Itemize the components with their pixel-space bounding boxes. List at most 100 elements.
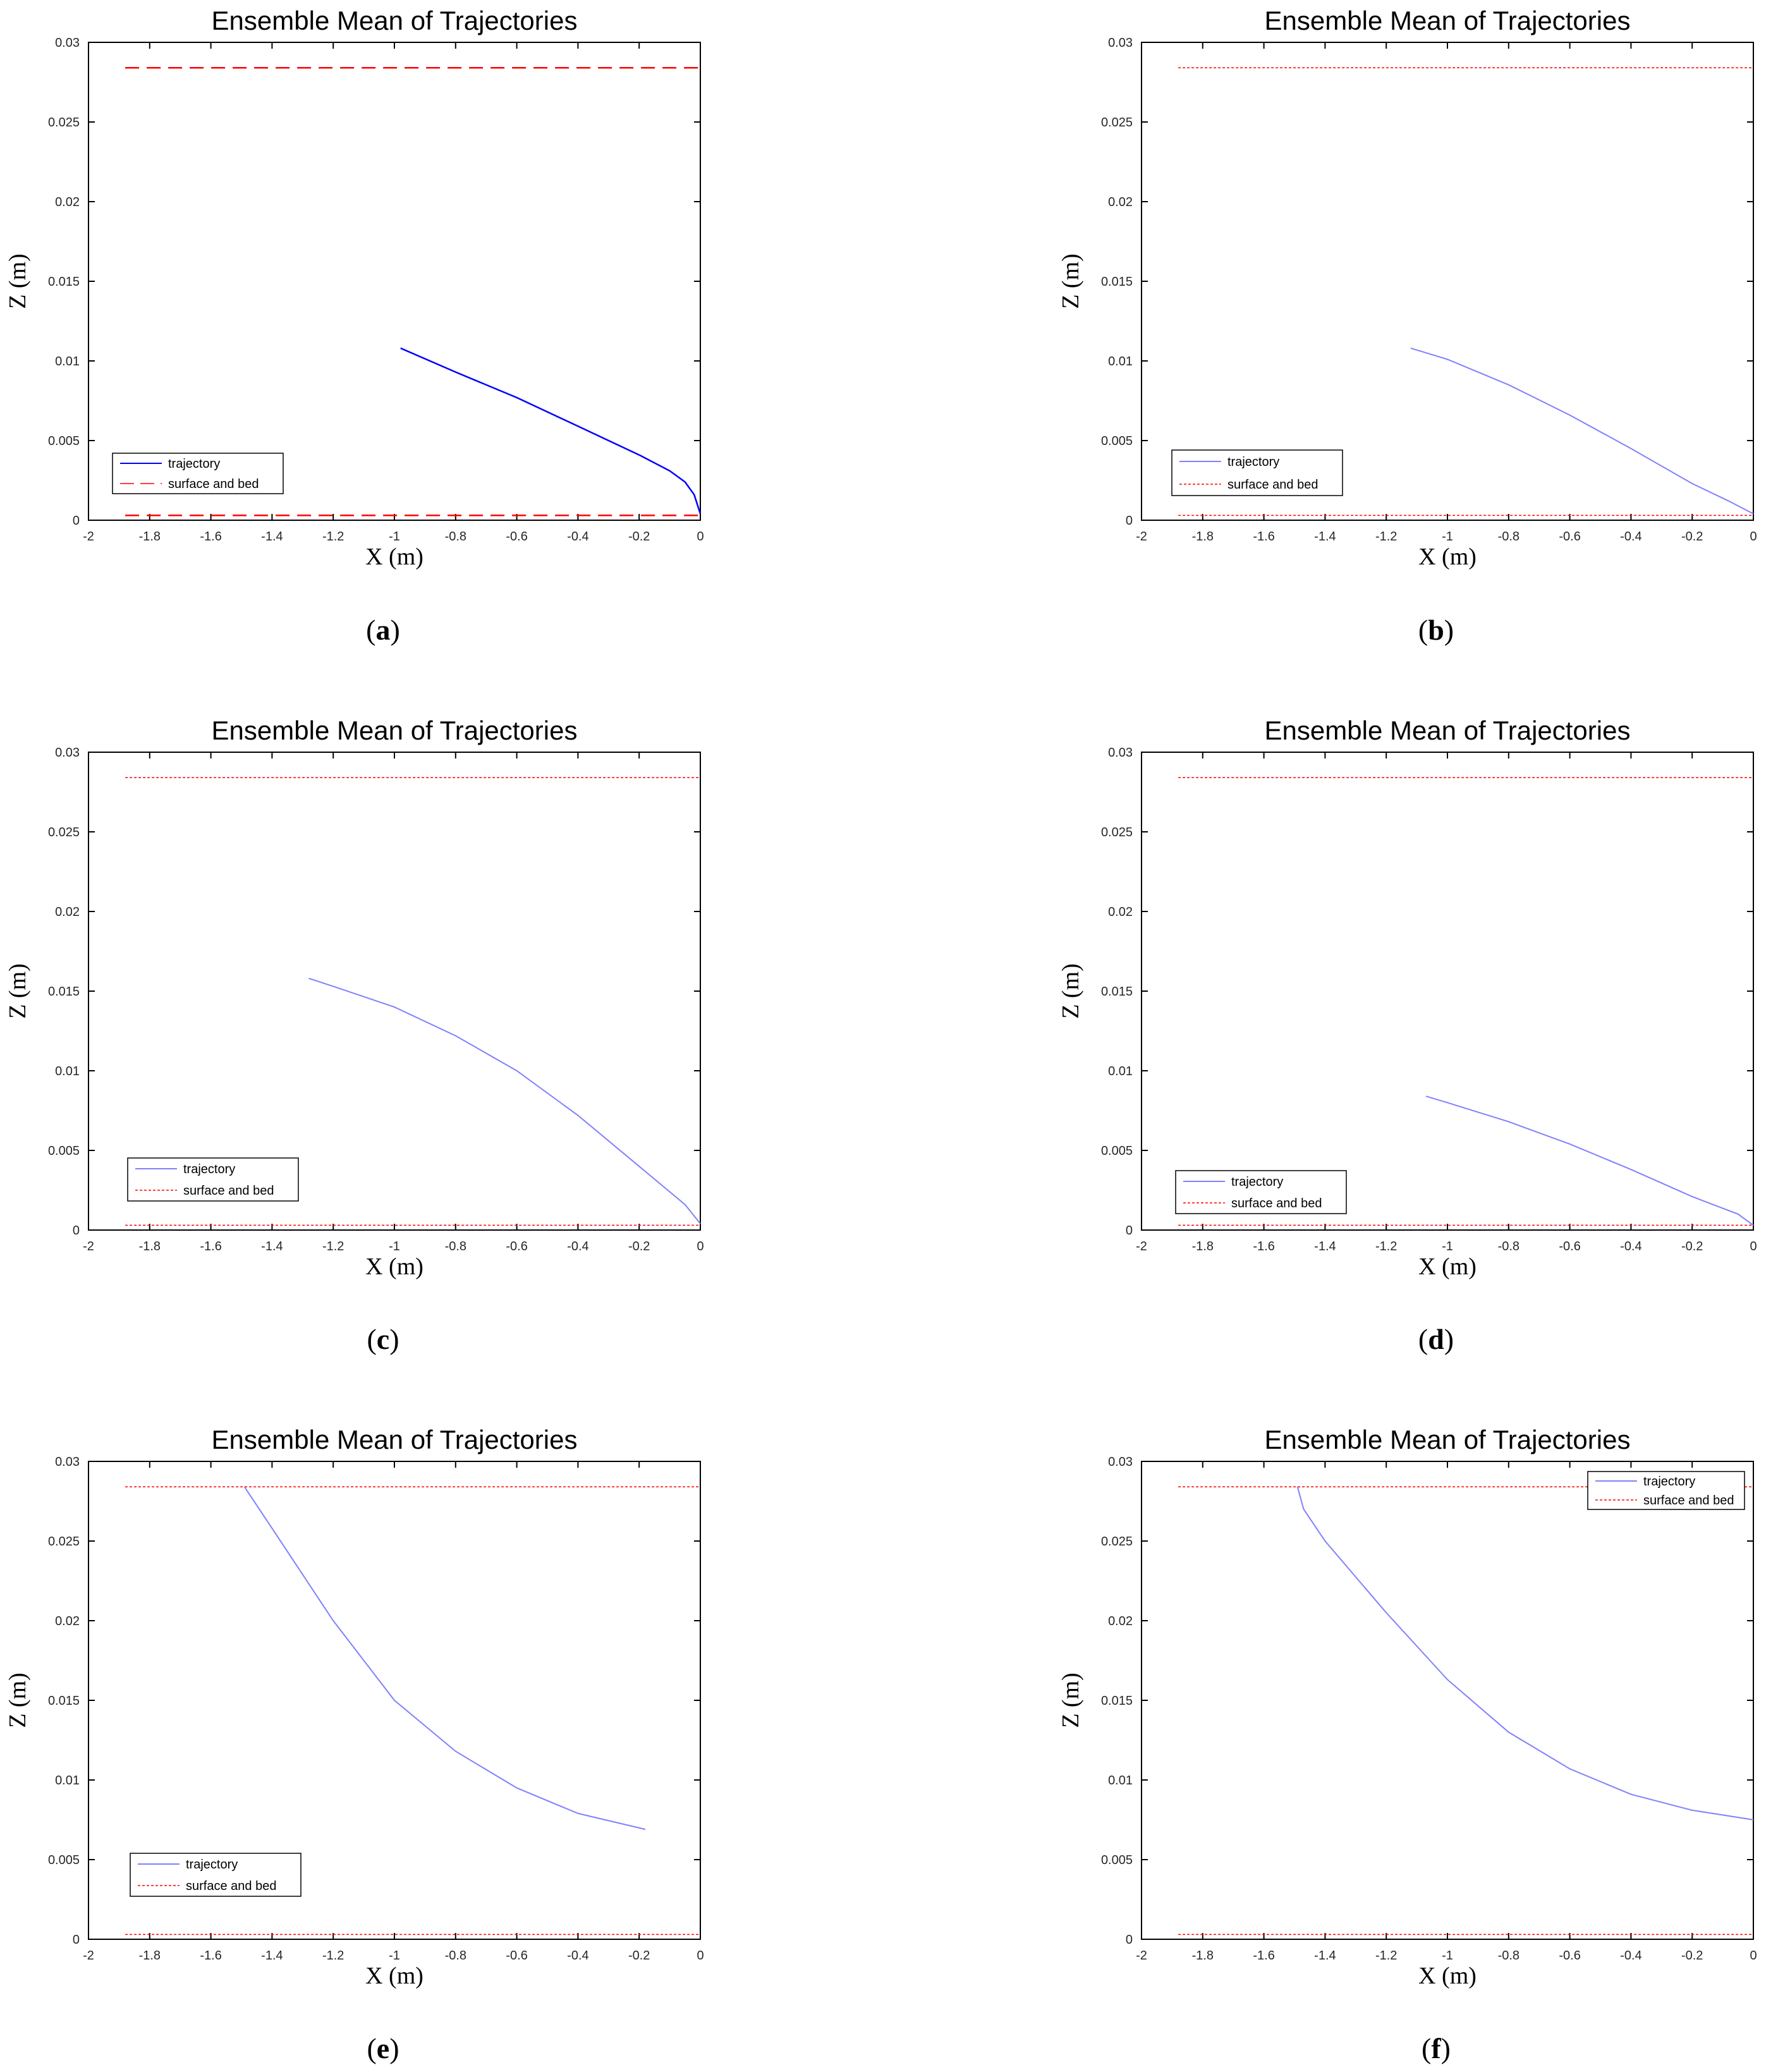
y-tick-label: 0.005 [48,1853,80,1867]
x-tick-label: -0.2 [1681,1240,1703,1253]
x-tick-label: -2 [1136,1949,1147,1963]
x-tick-label: -0.8 [1498,1949,1519,1963]
panel-label: (a) [366,614,400,646]
x-tick-label: -1.2 [1375,1949,1397,1963]
y-axis-label: Z (m) [1057,963,1084,1019]
x-tick-label: -1 [389,530,400,544]
x-tick-label: -0.4 [1620,1240,1641,1253]
plot-area-frame [1141,42,1754,521]
x-tick-label: -1 [389,1240,400,1253]
y-tick-label: 0.015 [48,275,80,289]
y-tick-label: 0.005 [1101,1853,1133,1867]
legend-entry: trajectory [1231,1175,1283,1189]
trajectory-line [400,347,702,515]
y-tick-label: 0.01 [55,355,80,369]
x-tick-label: -0.6 [506,1240,527,1253]
chart-panel-e: Ensemble Mean of Trajectories -2 -1.8 -1.6 -… [4,1425,704,1989]
panel-label: (e) [367,2032,399,2064]
y-tick-label: 0.025 [48,1535,80,1549]
trajectory-line [1410,347,1754,515]
x-tick-label: -1.2 [1375,1240,1397,1253]
y-tick-label: 0.02 [55,1614,80,1628]
y-tick-label: 0.005 [1101,1144,1133,1158]
x-tick-label: -0.4 [567,1949,588,1963]
x-tick-label: -1.2 [322,1240,344,1253]
x-tick-label: -1.4 [261,1949,283,1963]
y-tick-label: 0.03 [55,1455,80,1469]
legend: trajectory surface and bed [1171,449,1343,496]
legend-entry: surface and bed [1643,1494,1734,1508]
y-tick-label: 0 [73,1933,80,1947]
legend-entry: trajectory [1643,1475,1695,1489]
x-axis-label: X (m) [365,1963,423,1989]
x-tick-label: 0 [1750,1240,1757,1253]
x-tick-label: -0.2 [628,1949,650,1963]
x-tick-label: -0.8 [445,530,466,544]
x-tick-label: -1.6 [200,1240,221,1253]
panel-label: (b) [1418,614,1454,646]
panel-label: (f) [1422,2032,1451,2064]
x-tick-label: -0.8 [1498,1240,1519,1253]
chart-title: Ensemble Mean of Trajectories [212,1425,578,1454]
x-tick-label: -0.2 [1681,530,1703,544]
x-tick-label: 0 [697,1240,703,1253]
x-tick-label: -0.4 [1620,1949,1641,1963]
legend-entry: trajectory [1227,455,1279,469]
x-tick-label: -2 [83,1240,94,1253]
plot-area-frame [88,42,701,521]
x-tick-label: -2 [1136,1240,1147,1253]
x-axis-label: X (m) [1418,1963,1477,1989]
legend: trajectory surface and bed [1587,1471,1745,1510]
trajectory-line [1425,1095,1754,1226]
chart-panel-b: Ensemble Mean of Trajectories -2 -1.8 -1.6 -… [1057,6,1757,570]
legend: trajectory surface and bed [127,1157,299,1202]
x-tick-label: -1.8 [1192,530,1214,544]
x-tick-label: -0.6 [506,1949,527,1963]
plot-area-frame [1141,1461,1754,1940]
x-tick-label: -1.2 [322,1949,344,1963]
legend-entry: surface and bed [186,1879,276,1893]
legend-entry: surface and bed [168,477,259,491]
x-tick-label: -0.6 [1559,1949,1580,1963]
x-tick-label: -0.2 [628,1240,650,1253]
x-tick-label: -1.8 [1192,1240,1214,1253]
legend-entry: trajectory [183,1162,235,1176]
legend-box [1171,449,1343,496]
x-tick-label: -0.8 [445,1240,466,1253]
x-tick-label: -1.4 [261,1240,283,1253]
x-tick-label: -1.6 [200,1949,221,1963]
chart-title: Ensemble Mean of Trajectories [212,716,578,745]
x-tick-label: -0.6 [1559,530,1580,544]
y-tick-label: 0.02 [55,905,80,919]
y-axis-label: Z (m) [4,963,31,1019]
legend-entry: trajectory [168,457,220,471]
y-tick-label: 0.025 [1101,826,1133,839]
legend-box [112,453,284,494]
legend-entry: surface and bed [1227,478,1318,492]
y-tick-label: 0 [1126,1933,1133,1947]
x-tick-label: 0 [1750,1949,1757,1963]
y-tick-label: 0.01 [1108,1064,1133,1078]
y-axis-label: Z (m) [4,253,31,309]
x-tick-label: -1.8 [139,1949,161,1963]
legend: trajectory surface and bed [130,1853,301,1897]
y-tick-label: 0.02 [55,195,80,209]
y-tick-label: 0.03 [1108,1455,1133,1469]
y-tick-label: 0 [1126,1224,1133,1238]
x-tick-label: -2 [1136,530,1147,544]
y-tick-label: 0.025 [1101,1535,1133,1549]
trajectory-line [1296,1487,1754,1820]
y-tick-label: 0.005 [1101,434,1133,448]
chart-panel-a: Ensemble Mean of Trajectories -2 -1.8 -1.6 -… [4,6,704,570]
legend-entry: surface and bed [1231,1197,1322,1210]
y-tick-label: 0.03 [1108,746,1133,760]
y-tick-label: 0.005 [48,1144,80,1158]
x-tick-label: -1.6 [1253,1949,1274,1963]
x-tick-label: -0.4 [567,530,588,544]
x-tick-label: -0.6 [1559,1240,1580,1253]
x-tick-label: -1.4 [1314,530,1336,544]
x-tick-label: 0 [1750,530,1757,544]
x-axis-label: X (m) [365,1253,423,1280]
y-tick-label: 0.03 [55,36,80,50]
x-tick-label: -1.8 [139,530,161,544]
